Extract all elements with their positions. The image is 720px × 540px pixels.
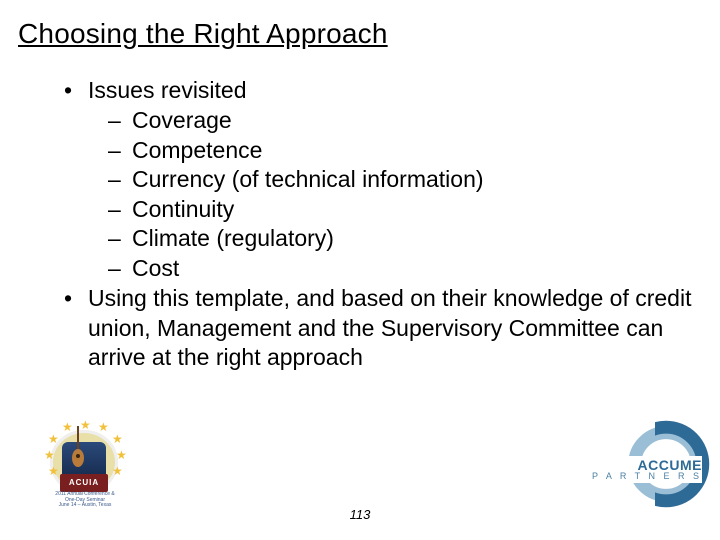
bullet-text: Issues revisited (88, 77, 247, 103)
bullet-item: Using this template, and based on their … (64, 284, 692, 372)
guitar-icon (72, 426, 84, 470)
badge-label: ACUIA (60, 474, 108, 492)
star-icon: ★ (112, 466, 122, 476)
star-icon: ★ (112, 434, 122, 444)
star-icon: ★ (116, 450, 126, 460)
star-icon: ★ (44, 450, 54, 460)
slide-content: Issues revisited Coverage Competence Cur… (18, 76, 692, 372)
accume-logo: ACCUME P A R T N E R S (584, 416, 718, 512)
sub-bullet-item: Coverage (108, 106, 692, 135)
badge-tagline-1: 2011 Annual Conference & One-Day Seminar (55, 491, 114, 503)
star-icon: ★ (48, 434, 58, 444)
slide-title: Choosing the Right Approach (18, 18, 692, 50)
star-icon: ★ (62, 422, 72, 432)
page-number: 113 (0, 507, 720, 522)
slide: Choosing the Right Approach Issues revis… (0, 0, 720, 540)
bullet-text: Using this template, and based on their … (88, 285, 691, 370)
accume-line2: P A R T N E R S (592, 472, 702, 481)
sub-bullet-item: Currency (of technical information) (108, 165, 692, 194)
star-icon: ★ (48, 466, 58, 476)
sub-bullet-item: Competence (108, 136, 692, 165)
sub-bullet-item: Climate (regulatory) (108, 224, 692, 253)
acuia-logo: ★ ★ ★ ★ ★ ★ ★ ★ ★ ACUIA 2011 Annual Conf… (42, 424, 128, 500)
sub-bullet-list: Coverage Competence Currency (of technic… (88, 106, 692, 283)
bullet-list: Issues revisited Coverage Competence Cur… (44, 76, 692, 372)
sub-bullet-item: Continuity (108, 195, 692, 224)
star-icon: ★ (98, 422, 108, 432)
accume-line1: ACCUME (592, 458, 702, 472)
accume-text: ACCUME P A R T N E R S (588, 456, 702, 483)
bullet-item: Issues revisited Coverage Competence Cur… (64, 76, 692, 283)
sub-bullet-item: Cost (108, 254, 692, 283)
